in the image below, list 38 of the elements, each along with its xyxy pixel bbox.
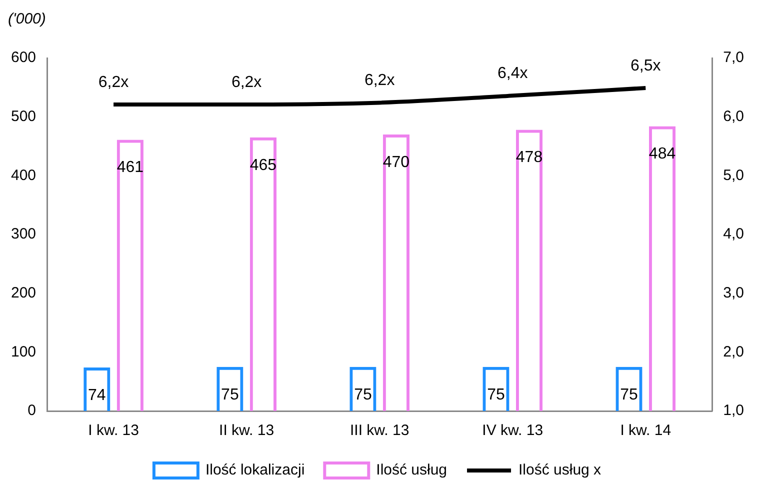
x-tick-label: II kw. 13 bbox=[219, 422, 274, 440]
y2-tick-label: 3,0 bbox=[723, 284, 744, 302]
x-tick-label: I kw. 13 bbox=[88, 422, 139, 440]
data-label: 461 bbox=[116, 159, 144, 176]
y2-tick-label: 6,0 bbox=[723, 108, 744, 125]
data-label: 6,2x bbox=[364, 72, 395, 90]
y2-tick-label: 1,0 bbox=[723, 402, 744, 420]
legend-label: Ilość usług bbox=[376, 462, 448, 479]
x-tick-label: III kw. 13 bbox=[350, 422, 410, 440]
data-label: 478 bbox=[516, 149, 543, 166]
y2-tick-label: 2,0 bbox=[723, 343, 744, 360]
data-label: 470 bbox=[382, 154, 410, 171]
y-axis-title: ('000) bbox=[8, 10, 46, 28]
y-tick-label: 0 bbox=[28, 402, 36, 420]
data-label: 75 bbox=[221, 386, 239, 404]
y2-tick-label: 4,0 bbox=[723, 226, 744, 243]
y-tick-label: 100 bbox=[10, 343, 36, 360]
x-tick-label: IV kw. 13 bbox=[482, 422, 544, 440]
legend-label: Ilość lokalizacji bbox=[205, 462, 305, 479]
y-tick-label: 500 bbox=[10, 108, 36, 125]
data-label: 75 bbox=[354, 386, 372, 404]
x-tick-label: I kw. 14 bbox=[620, 422, 672, 440]
y-tick-label: 200 bbox=[10, 284, 36, 302]
y2-tick-label: 5,0 bbox=[723, 166, 744, 184]
y2-tick-label: 7,0 bbox=[723, 49, 744, 66]
data-label: 6,4x bbox=[497, 65, 528, 82]
y-tick-label: 600 bbox=[10, 49, 36, 66]
data-label: 75 bbox=[620, 386, 638, 404]
legend-label: Ilość usług x bbox=[518, 462, 602, 479]
data-label: 75 bbox=[487, 386, 505, 404]
data-label: 6,5x bbox=[630, 57, 661, 74]
y-tick-label: 400 bbox=[10, 166, 36, 184]
data-label: 6,2x bbox=[98, 74, 129, 91]
y-tick-label: 300 bbox=[10, 226, 36, 243]
data-label: 74 bbox=[88, 386, 106, 404]
data-label: 6,2x bbox=[231, 74, 262, 91]
data-label: 484 bbox=[648, 146, 676, 163]
data-label: 465 bbox=[250, 156, 277, 174]
